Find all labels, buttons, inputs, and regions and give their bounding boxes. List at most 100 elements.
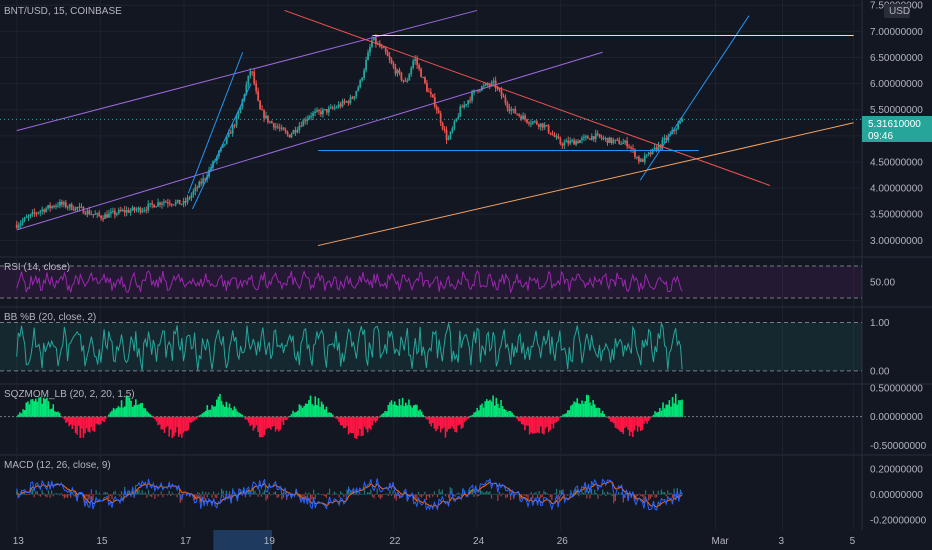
sqzmom-bar — [551, 416, 553, 424]
sqzmom-bar — [362, 416, 364, 436]
sqzmom-bar — [398, 398, 401, 418]
sqzmom-bar — [168, 416, 170, 437]
candle-body — [673, 130, 676, 132]
candle-body — [586, 136, 589, 139]
y-tick-label: 6.00000000 — [870, 79, 923, 90]
sqzmom-bar — [482, 407, 485, 418]
currency-badge[interactable] — [884, 4, 910, 18]
macd-histogram-bar — [649, 494, 651, 499]
macd-pane[interactable]: MACD (12, 26, close, 9) — [4, 460, 683, 511]
macd-histogram-bar — [614, 494, 616, 502]
time-axis-highlight — [213, 530, 272, 550]
time-axis[interactable]: 13 15 17 19 22 24 26 Mar 3 5 — [13, 530, 856, 550]
macd-histogram-bar — [24, 492, 26, 495]
sqzmom-pane[interactable]: SQZMOM_LB (20, 2, 20, 1.5) — [0, 389, 862, 439]
candle-body — [530, 123, 532, 125]
macd-histogram-bar — [441, 489, 443, 495]
macd-histogram-bar — [144, 492, 146, 495]
price-axis[interactable]: 3.00000000 3.50000000 4.00000000 4.50000000… — [870, 1, 927, 527]
sqzmom-bar — [601, 410, 604, 418]
macd-histogram-bar — [454, 494, 456, 497]
bb-line — [16, 323, 683, 371]
sqzmom-bar — [441, 416, 444, 429]
macd-histogram-bar — [508, 494, 510, 495]
macd-histogram-bar — [301, 494, 304, 496]
sqzmom-bar — [376, 416, 378, 421]
candle-body — [237, 113, 240, 117]
y-tick-label: 0.20000000 — [870, 464, 923, 475]
candle-body — [149, 203, 152, 205]
sqzmom-bar — [90, 416, 93, 427]
candle-body — [549, 132, 552, 135]
macd-histogram-bar — [527, 494, 529, 501]
sqzmom-bar — [150, 415, 153, 418]
rsi-pane[interactable]: RSI (14, close) — [0, 262, 862, 299]
sqzmom-bar — [679, 400, 682, 418]
candle-body — [655, 147, 658, 151]
macd-histogram-bar — [459, 493, 461, 495]
price-pane[interactable] — [0, 9, 862, 247]
candle-body — [292, 130, 295, 134]
sqzmom-bar — [136, 404, 139, 418]
macd-histogram-bar — [173, 494, 175, 496]
bb-pane[interactable]: BB %B (20, close, 2) — [0, 312, 862, 372]
candle-body — [263, 110, 265, 119]
sqzmom-bar — [57, 411, 59, 418]
sqzmom-bar — [108, 414, 110, 418]
sqzmom-bar — [447, 416, 450, 430]
sqzmom-bar — [481, 403, 483, 418]
candle-body — [216, 156, 218, 161]
macd-histogram-bar — [440, 491, 442, 495]
sqzmom-bar — [58, 412, 61, 418]
macd-histogram-bar — [105, 492, 107, 495]
sqzmom-bar — [320, 401, 323, 418]
sqzmom-bar — [505, 410, 507, 418]
candle-body — [498, 88, 501, 91]
sqzmom-bar — [249, 416, 251, 426]
macd-histogram-bar — [120, 491, 123, 495]
sqzmom-bar — [184, 416, 186, 432]
sqzmom-bar — [592, 400, 594, 418]
macd-histogram-bar — [36, 491, 38, 495]
macd-histogram-bar — [613, 494, 615, 504]
macd-histogram-bar — [416, 494, 418, 500]
macd-histogram-bar — [354, 494, 356, 496]
sqzmom-bar — [508, 410, 510, 418]
candle-body — [416, 58, 419, 65]
sqzmom-bar — [87, 416, 89, 432]
sqzmom-bar — [354, 416, 356, 439]
macd-histogram-bar — [610, 493, 612, 495]
macd-histogram-bar — [490, 494, 493, 499]
sqzmom-bar — [309, 395, 312, 418]
candle-body — [29, 214, 32, 217]
macd-histogram-bar — [455, 493, 458, 495]
sqzmom-bar — [241, 414, 244, 418]
macd-histogram-bar — [335, 493, 337, 495]
y-tick-label: 0.00000000 — [870, 412, 923, 423]
sqzmom-bar — [498, 407, 501, 418]
candle-body — [302, 120, 305, 127]
sqzmom-bar — [527, 416, 529, 426]
candle-body — [500, 90, 503, 97]
sqzmom-bar — [652, 414, 655, 418]
sqzmom-bar — [22, 409, 24, 418]
macd-histogram-bar — [155, 493, 158, 495]
sqzmom-bar — [39, 396, 42, 418]
sqzmom-bar — [416, 404, 418, 418]
candle-body — [404, 80, 407, 82]
candle-body — [296, 130, 299, 133]
sqzmom-bar — [212, 406, 215, 418]
macd-histogram-bar — [424, 491, 426, 495]
macd-histogram-bar — [538, 491, 540, 495]
sqzmom-bar — [41, 403, 43, 418]
candle-body — [351, 97, 354, 99]
candle-body — [422, 77, 424, 79]
macd-histogram-bar — [617, 492, 620, 495]
macd-histogram-bar — [506, 494, 508, 498]
candle-body — [333, 107, 336, 109]
candle-body — [204, 178, 207, 180]
macd-histogram-bar — [346, 489, 348, 495]
sqzmom-bar — [666, 404, 669, 418]
macd-histogram-bar — [152, 492, 154, 495]
